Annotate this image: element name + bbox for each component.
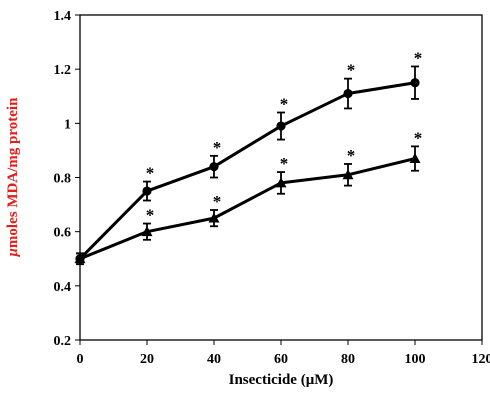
data-point	[209, 162, 218, 171]
data-point	[343, 89, 352, 98]
y-tick-label: 1.2	[54, 63, 72, 78]
data-point	[276, 121, 285, 130]
x-tick-label: 20	[140, 352, 154, 367]
significance-marker: *	[414, 48, 423, 67]
series-1: * * * * *	[75, 48, 422, 264]
y-tick-label: 1	[64, 117, 71, 132]
data-point	[410, 78, 419, 87]
x-tick-label: 0	[77, 352, 84, 367]
significance-marker: *	[280, 95, 289, 114]
significance-marker: *	[414, 128, 423, 147]
significance-marker: *	[280, 154, 289, 173]
x-axis-title: Insecticide (μM)	[229, 372, 334, 388]
x-tick-label: 80	[341, 352, 355, 367]
y-axis-title-prefix: μ	[5, 248, 21, 257]
significance-marker: *	[347, 146, 356, 165]
y-axis-title: μmoles MDA/mg protein	[5, 97, 21, 258]
significance-marker: *	[347, 61, 356, 80]
y-axis-title-rest: moles MDA/mg protein	[5, 97, 21, 248]
y-tick-label: 0.4	[54, 280, 72, 295]
y-tick-label: 0.6	[54, 226, 72, 241]
series-layer: * * * * * * * * * *	[75, 48, 423, 264]
significance-marker: *	[146, 206, 155, 225]
x-tick-label: 120	[472, 352, 490, 367]
x-tick-label: 60	[274, 352, 288, 367]
significance-marker: *	[213, 138, 222, 157]
y-tick-label: 1.4	[54, 9, 72, 24]
y-tick-label: 0.8	[54, 172, 72, 187]
y-tick-label: 0.2	[54, 334, 72, 349]
data-point	[142, 186, 151, 195]
series-2: * * * * *	[75, 128, 423, 264]
x-tick-label: 40	[207, 352, 221, 367]
x-tick-label: 100	[405, 352, 426, 367]
significance-marker: *	[146, 164, 155, 183]
significance-marker: *	[213, 192, 222, 211]
